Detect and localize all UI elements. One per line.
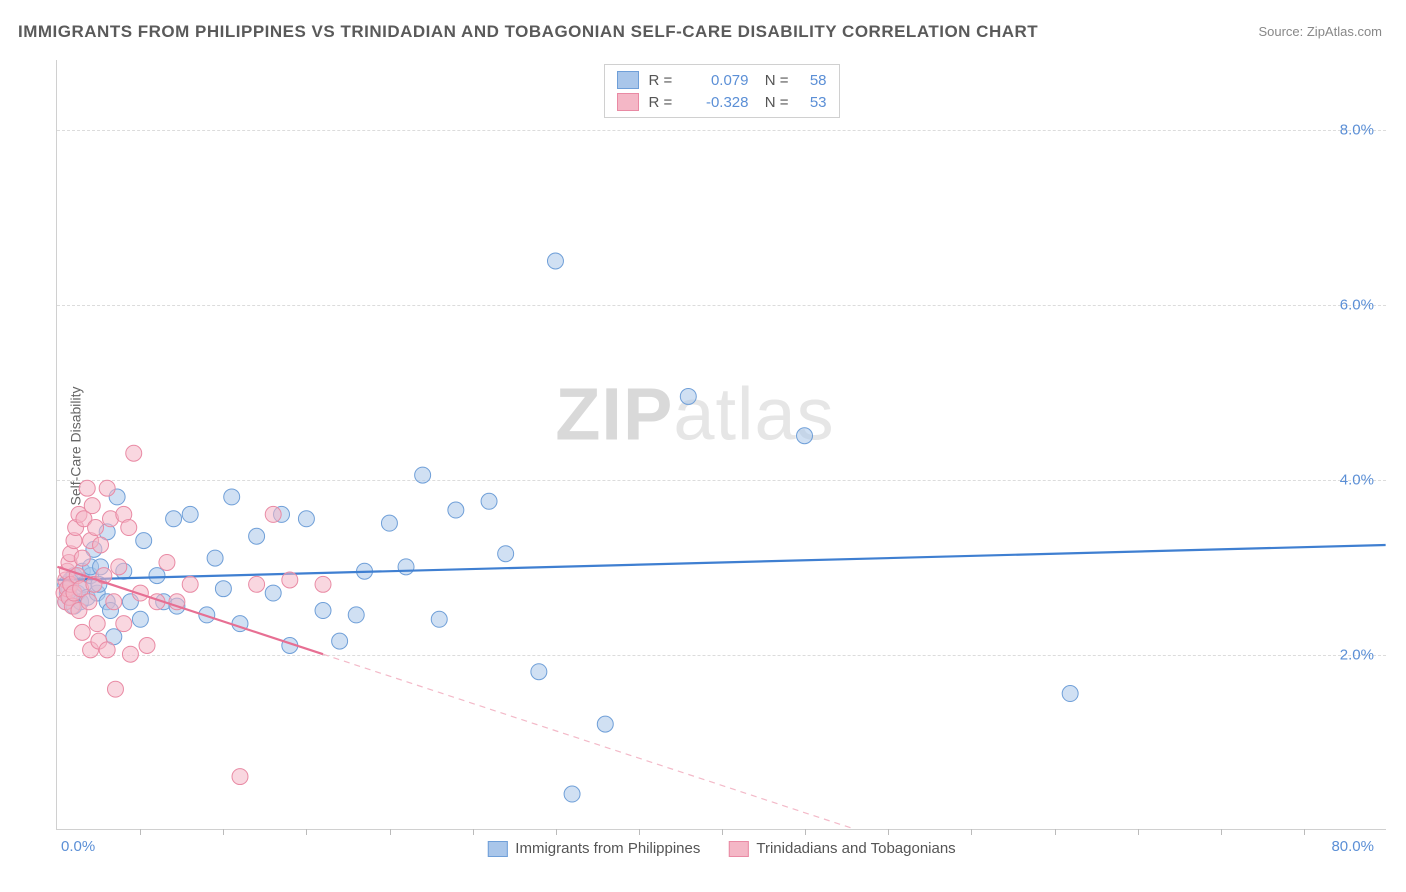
- scatter-point: [74, 624, 90, 640]
- scatter-point: [207, 550, 223, 566]
- legend-label: Trinidadians and Tobagonians: [756, 840, 955, 857]
- scatter-point: [99, 480, 115, 496]
- xtick: [306, 829, 307, 835]
- legend-row-series-2: R = -0.328 N = 53: [617, 91, 827, 113]
- scatter-point: [122, 646, 138, 662]
- xtick: [1304, 829, 1305, 835]
- scatter-point: [99, 642, 115, 658]
- xtick: [473, 829, 474, 835]
- scatter-point: [315, 576, 331, 592]
- xtick: [805, 829, 806, 835]
- scatter-point: [315, 603, 331, 619]
- scatter-point: [215, 581, 231, 597]
- chart-area: ZIPatlas 2.0%4.0%6.0%8.0% 0.0% 80.0% R =…: [56, 60, 1386, 830]
- legend-label: Immigrants from Philippines: [515, 840, 700, 857]
- legend-swatch: [728, 841, 748, 857]
- scatter-point: [498, 546, 514, 562]
- xtick: [556, 829, 557, 835]
- scatter-point: [166, 511, 182, 527]
- legend-swatch: [487, 841, 507, 857]
- scatter-point: [431, 611, 447, 627]
- scatter-point: [106, 594, 122, 610]
- legend-swatch-series-1: [617, 71, 639, 89]
- legend-r-label-2: R =: [649, 94, 679, 111]
- legend-n-value-2: 53: [799, 94, 827, 111]
- scatter-point: [224, 489, 240, 505]
- trendline-dashed: [323, 654, 854, 829]
- xtick-label-max: 80.0%: [1331, 838, 1374, 855]
- scatter-point: [111, 559, 127, 575]
- scatter-point: [93, 537, 109, 553]
- scatter-point: [265, 585, 281, 601]
- scatter-point: [680, 388, 696, 404]
- xtick: [1138, 829, 1139, 835]
- xtick: [140, 829, 141, 835]
- scatter-point: [249, 528, 265, 544]
- legend-n-label-1: N =: [759, 72, 789, 89]
- scatter-point: [348, 607, 364, 623]
- scatter-point: [121, 520, 137, 536]
- scatter-point: [448, 502, 464, 518]
- legend-series: Immigrants from Philippines Trinidadians …: [487, 840, 955, 857]
- scatter-point: [182, 576, 198, 592]
- scatter-point: [298, 511, 314, 527]
- scatter-plot: [57, 60, 1386, 829]
- scatter-point: [1062, 686, 1078, 702]
- legend-r-value-2: -0.328: [689, 94, 749, 111]
- scatter-point: [249, 576, 265, 592]
- xtick: [722, 829, 723, 835]
- scatter-point: [107, 681, 123, 697]
- scatter-point: [332, 633, 348, 649]
- scatter-point: [89, 616, 105, 632]
- scatter-point: [139, 637, 155, 653]
- scatter-point: [265, 506, 281, 522]
- xtick: [888, 829, 889, 835]
- legend-r-label-1: R =: [649, 72, 679, 89]
- scatter-point: [84, 498, 100, 514]
- legend-swatch-series-2: [617, 93, 639, 111]
- scatter-point: [136, 533, 152, 549]
- scatter-point: [381, 515, 397, 531]
- legend-row-series-1: R = 0.079 N = 58: [617, 69, 827, 91]
- xtick: [1221, 829, 1222, 835]
- xtick-label-min: 0.0%: [61, 838, 95, 855]
- legend-n-label-2: N =: [759, 94, 789, 111]
- scatter-point: [597, 716, 613, 732]
- scatter-point: [79, 480, 95, 496]
- scatter-point: [126, 445, 142, 461]
- scatter-point: [159, 554, 175, 570]
- xtick: [223, 829, 224, 835]
- source-label: Source: ZipAtlas.com: [1258, 24, 1382, 39]
- scatter-point: [88, 520, 104, 536]
- scatter-point: [149, 568, 165, 584]
- scatter-point: [182, 506, 198, 522]
- scatter-point: [531, 664, 547, 680]
- scatter-point: [547, 253, 563, 269]
- trendline-solid: [57, 545, 1385, 580]
- scatter-point: [398, 559, 414, 575]
- scatter-point: [415, 467, 431, 483]
- scatter-point: [74, 550, 90, 566]
- xtick: [1055, 829, 1056, 835]
- legend-item: Trinidadians and Tobagonians: [728, 840, 955, 857]
- scatter-point: [116, 616, 132, 632]
- xtick: [971, 829, 972, 835]
- chart-title: IMMIGRANTS FROM PHILIPPINES VS TRINIDADI…: [18, 22, 1038, 42]
- legend-correlation: R = 0.079 N = 58 R = -0.328 N = 53: [604, 64, 840, 118]
- legend-n-value-1: 58: [799, 72, 827, 89]
- legend-item: Immigrants from Philippines: [487, 840, 700, 857]
- legend-r-value-1: 0.079: [689, 72, 749, 89]
- scatter-point: [232, 769, 248, 785]
- scatter-point: [481, 493, 497, 509]
- xtick: [639, 829, 640, 835]
- scatter-point: [564, 786, 580, 802]
- scatter-point: [797, 428, 813, 444]
- xtick: [390, 829, 391, 835]
- scatter-point: [132, 611, 148, 627]
- scatter-point: [282, 572, 298, 588]
- scatter-point: [81, 594, 97, 610]
